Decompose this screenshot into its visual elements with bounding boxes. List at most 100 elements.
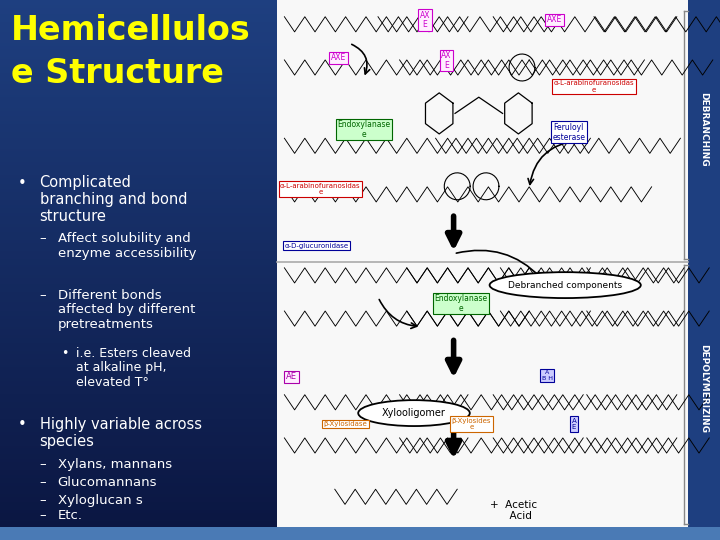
Bar bbox=[0, 146, 277, 148]
Text: –: – bbox=[40, 458, 46, 471]
Bar bbox=[0, 308, 277, 310]
Bar bbox=[0, 73, 277, 76]
Bar bbox=[0, 510, 277, 513]
Bar bbox=[0, 483, 277, 486]
Bar bbox=[688, 0, 720, 540]
Text: –: – bbox=[40, 232, 46, 245]
Bar bbox=[0, 440, 277, 443]
Bar bbox=[0, 405, 277, 408]
Text: AX
E: AX E bbox=[420, 11, 430, 29]
Bar bbox=[0, 186, 277, 189]
Text: –: – bbox=[40, 509, 46, 522]
Bar bbox=[0, 178, 277, 181]
Text: Endoxylanase
e: Endoxylanase e bbox=[434, 294, 487, 313]
Bar bbox=[0, 500, 277, 502]
Bar bbox=[0, 451, 277, 454]
Bar bbox=[0, 443, 277, 445]
Bar bbox=[0, 494, 277, 497]
Bar bbox=[0, 57, 277, 59]
Bar bbox=[0, 38, 277, 40]
Bar bbox=[0, 197, 277, 200]
Bar bbox=[0, 400, 277, 402]
Bar bbox=[0, 429, 277, 432]
Bar bbox=[0, 86, 277, 89]
Bar bbox=[0, 475, 277, 478]
Bar bbox=[0, 81, 277, 84]
Text: AXE: AXE bbox=[546, 16, 562, 24]
Ellipse shape bbox=[358, 400, 469, 426]
Bar bbox=[0, 181, 277, 184]
Text: Affect solubility and
enzyme accessibility: Affect solubility and enzyme accessibili… bbox=[58, 232, 196, 260]
Bar bbox=[0, 127, 277, 130]
Text: Xylooligomer: Xylooligomer bbox=[382, 408, 446, 418]
Bar bbox=[0, 22, 277, 24]
Bar bbox=[0, 437, 277, 440]
Bar bbox=[0, 467, 277, 470]
Bar bbox=[0, 513, 277, 516]
Bar bbox=[0, 46, 277, 49]
Bar bbox=[0, 227, 277, 229]
Bar bbox=[0, 470, 277, 472]
Bar bbox=[0, 84, 277, 86]
Bar bbox=[0, 313, 277, 316]
Bar bbox=[0, 481, 277, 483]
Bar bbox=[0, 332, 277, 335]
Bar bbox=[0, 462, 277, 464]
Bar bbox=[0, 316, 277, 319]
Bar bbox=[0, 205, 277, 208]
Bar bbox=[0, 521, 277, 524]
Text: Etc.: Etc. bbox=[58, 509, 83, 522]
Bar bbox=[0, 346, 277, 348]
Bar bbox=[0, 154, 277, 157]
Bar bbox=[0, 208, 277, 211]
Bar bbox=[0, 394, 277, 397]
Bar bbox=[0, 230, 277, 232]
Bar bbox=[0, 289, 277, 292]
Bar bbox=[0, 49, 277, 51]
Bar bbox=[0, 448, 277, 451]
Bar bbox=[0, 130, 277, 132]
Bar bbox=[0, 270, 277, 273]
Text: Xylans, mannans: Xylans, mannans bbox=[58, 458, 172, 471]
Bar bbox=[0, 170, 277, 173]
Bar bbox=[0, 165, 277, 167]
Bar bbox=[0, 364, 277, 367]
Bar bbox=[0, 464, 277, 467]
Text: +  Acetic
      Acid: + Acetic Acid bbox=[490, 500, 536, 521]
Bar bbox=[0, 505, 277, 508]
Text: Debranched components: Debranched components bbox=[508, 281, 622, 289]
Text: Different bonds
affected by different
pretreatments: Different bonds affected by different pr… bbox=[58, 289, 195, 331]
Bar bbox=[0, 297, 277, 300]
Bar bbox=[0, 427, 277, 429]
Bar bbox=[0, 267, 277, 270]
Bar bbox=[0, 216, 277, 219]
Bar bbox=[0, 373, 277, 375]
Bar bbox=[0, 11, 277, 14]
Bar bbox=[0, 3, 277, 5]
Bar bbox=[0, 416, 277, 418]
Bar bbox=[0, 111, 277, 113]
Text: Highly variable across
species: Highly variable across species bbox=[40, 417, 202, 449]
Bar bbox=[0, 526, 277, 529]
Bar bbox=[0, 27, 277, 30]
Bar bbox=[0, 251, 277, 254]
Bar bbox=[0, 456, 277, 459]
Text: AXE: AXE bbox=[330, 53, 346, 62]
Bar bbox=[0, 321, 277, 324]
Text: •: • bbox=[18, 176, 27, 191]
Bar bbox=[0, 162, 277, 165]
Text: β-Xylosidase: β-Xylosidase bbox=[324, 421, 367, 427]
Bar bbox=[0, 402, 277, 405]
Bar bbox=[0, 19, 277, 22]
Bar bbox=[0, 157, 277, 159]
Text: Glucomannans: Glucomannans bbox=[58, 476, 157, 489]
Bar bbox=[0, 124, 277, 127]
Bar bbox=[0, 383, 277, 386]
Bar bbox=[0, 351, 277, 354]
Bar bbox=[0, 532, 277, 535]
Bar bbox=[0, 410, 277, 413]
Bar bbox=[0, 246, 277, 248]
Text: α-D-glucuronidase: α-D-glucuronidase bbox=[284, 242, 349, 249]
Bar bbox=[0, 30, 277, 32]
Bar bbox=[0, 262, 277, 265]
